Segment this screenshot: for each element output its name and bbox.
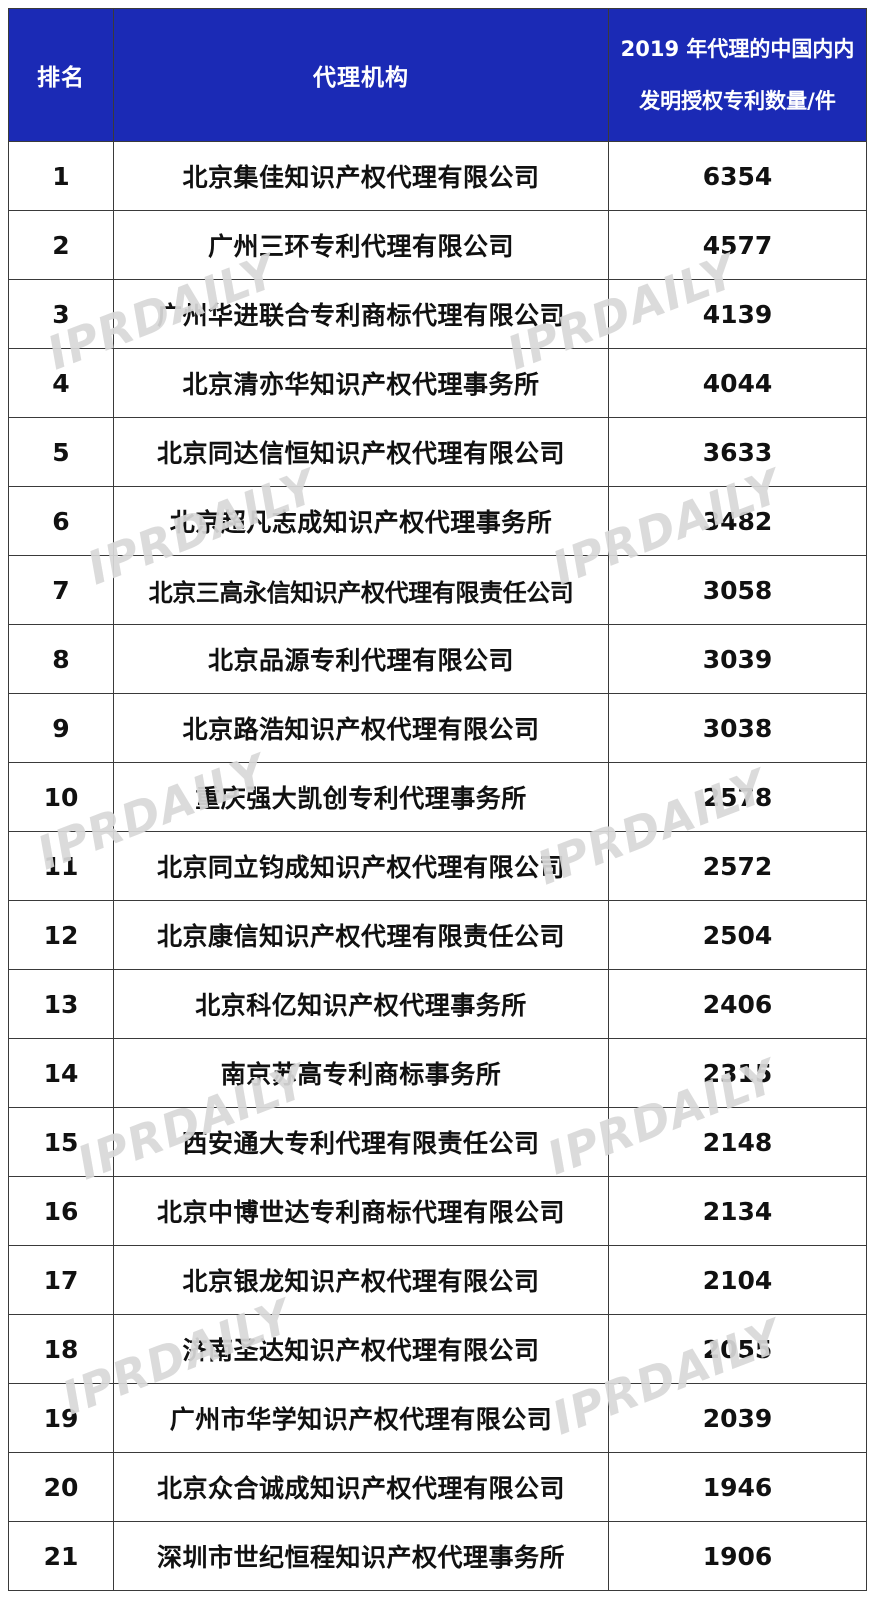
- cell-count: 3039: [608, 624, 867, 694]
- cell-organization: 北京超凡志成知识产权代理事务所: [113, 486, 609, 556]
- cell-count: 2104: [608, 1245, 867, 1315]
- cell-count: 2148: [608, 1107, 867, 1177]
- cell-rank: 14: [8, 1038, 114, 1108]
- cell-organization: 北京中博世达专利商标代理有限公司: [113, 1176, 609, 1246]
- cell-rank: 11: [8, 831, 114, 901]
- ranking-table-container: 排名 代理机构 2019 年代理的中国内内 发明授权专利数量/件 1 北京集佳知识…: [8, 8, 867, 1591]
- cell-organization: 深圳市世纪恒程知识产权代理事务所: [113, 1521, 609, 1591]
- table-row: 7 北京三高永信知识产权代理有限责任公司 3058: [8, 555, 867, 625]
- column-header-rank: 排名: [8, 8, 114, 142]
- table-row: 3 广州华进联合专利商标代理有限公司 4139: [8, 279, 867, 349]
- cell-rank: 16: [8, 1176, 114, 1246]
- table-row: 9 北京路浩知识产权代理有限公司 3038: [8, 693, 867, 763]
- cell-count: 6354: [608, 141, 867, 211]
- table-row: 16 北京中博世达专利商标代理有限公司 2134: [8, 1176, 867, 1246]
- cell-count: 2055: [608, 1314, 867, 1384]
- cell-rank: 3: [8, 279, 114, 349]
- table-header-row: 排名 代理机构 2019 年代理的中国内内 发明授权专利数量/件: [8, 8, 867, 142]
- cell-organization: 北京品源专利代理有限公司: [113, 624, 609, 694]
- cell-count: 3058: [608, 555, 867, 625]
- table-row: 10 重庆强大凯创专利代理事务所 2578: [8, 762, 867, 832]
- table-row: 11 北京同立钧成知识产权代理有限公司 2572: [8, 831, 867, 901]
- cell-rank: 18: [8, 1314, 114, 1384]
- table-row: 5 北京同达信恒知识产权代理有限公司 3633: [8, 417, 867, 487]
- cell-rank: 8: [8, 624, 114, 694]
- cell-count: 2039: [608, 1383, 867, 1453]
- cell-organization: 重庆强大凯创专利代理事务所: [113, 762, 609, 832]
- cell-organization: 北京康信知识产权代理有限责任公司: [113, 900, 609, 970]
- cell-count: 4044: [608, 348, 867, 418]
- table-row: 2 广州三环专利代理有限公司 4577: [8, 210, 867, 280]
- cell-count: 1946: [608, 1452, 867, 1522]
- cell-rank: 10: [8, 762, 114, 832]
- cell-rank: 7: [8, 555, 114, 625]
- cell-organization: 北京同达信恒知识产权代理有限公司: [113, 417, 609, 487]
- column-header-count: 2019 年代理的中国内内 发明授权专利数量/件: [608, 8, 867, 142]
- cell-organization: 北京同立钧成知识产权代理有限公司: [113, 831, 609, 901]
- table-row: 1 北京集佳知识产权代理有限公司 6354: [8, 141, 867, 211]
- cell-organization: 北京清亦华知识产权代理事务所: [113, 348, 609, 418]
- cell-organization: 北京科亿知识产权代理事务所: [113, 969, 609, 1039]
- cell-count: 2578: [608, 762, 867, 832]
- cell-organization: 广州华进联合专利商标代理有限公司: [113, 279, 609, 349]
- cell-rank: 1: [8, 141, 114, 211]
- cell-count: 1906: [608, 1521, 867, 1591]
- cell-rank: 9: [8, 693, 114, 763]
- cell-rank: 21: [8, 1521, 114, 1591]
- cell-organization: 广州市华学知识产权代理有限公司: [113, 1383, 609, 1453]
- cell-organization: 南京苏高专利商标事务所: [113, 1038, 609, 1108]
- cell-rank: 13: [8, 969, 114, 1039]
- table-row: 15 西安通大专利代理有限责任公司 2148: [8, 1107, 867, 1177]
- cell-rank: 15: [8, 1107, 114, 1177]
- cell-organization: 北京集佳知识产权代理有限公司: [113, 141, 609, 211]
- cell-rank: 4: [8, 348, 114, 418]
- table-row: 12 北京康信知识产权代理有限责任公司 2504: [8, 900, 867, 970]
- cell-rank: 19: [8, 1383, 114, 1453]
- cell-rank: 5: [8, 417, 114, 487]
- cell-organization: 北京三高永信知识产权代理有限责任公司: [113, 555, 609, 625]
- table-header: 排名 代理机构 2019 年代理的中国内内 发明授权专利数量/件: [8, 8, 867, 142]
- table-row: 21 深圳市世纪恒程知识产权代理事务所 1906: [8, 1521, 867, 1591]
- cell-count: 2315: [608, 1038, 867, 1108]
- cell-count: 4139: [608, 279, 867, 349]
- cell-rank: 6: [8, 486, 114, 556]
- cell-rank: 20: [8, 1452, 114, 1522]
- cell-rank: 12: [8, 900, 114, 970]
- cell-organization: 广州三环专利代理有限公司: [113, 210, 609, 280]
- cell-count: 2134: [608, 1176, 867, 1246]
- table-row: 13 北京科亿知识产权代理事务所 2406: [8, 969, 867, 1039]
- table-row: 20 北京众合诚成知识产权代理有限公司 1946: [8, 1452, 867, 1522]
- cell-organization: 北京银龙知识产权代理有限公司: [113, 1245, 609, 1315]
- table-row: 8 北京品源专利代理有限公司 3039: [8, 624, 867, 694]
- table-row: 19 广州市华学知识产权代理有限公司 2039: [8, 1383, 867, 1453]
- table-row: 17 北京银龙知识产权代理有限公司 2104: [8, 1245, 867, 1315]
- column-header-count-line1: 2019 年代理的中国内内: [620, 36, 855, 61]
- cell-count: 2504: [608, 900, 867, 970]
- cell-count: 3038: [608, 693, 867, 763]
- cell-rank: 2: [8, 210, 114, 280]
- cell-count: 3482: [608, 486, 867, 556]
- cell-organization: 北京路浩知识产权代理有限公司: [113, 693, 609, 763]
- column-header-organization: 代理机构: [113, 8, 609, 142]
- table-body: 1 北京集佳知识产权代理有限公司 6354 2 广州三环专利代理有限公司 4577 3 广州华…: [8, 141, 867, 1591]
- column-header-count-line2: 发明授权专利数量/件: [639, 89, 836, 113]
- table-row: 4 北京清亦华知识产权代理事务所 4044: [8, 348, 867, 418]
- cell-count: 2406: [608, 969, 867, 1039]
- table-row: 6 北京超凡志成知识产权代理事务所 3482: [8, 486, 867, 556]
- table-row: 14 南京苏高专利商标事务所 2315: [8, 1038, 867, 1108]
- cell-count: 3633: [608, 417, 867, 487]
- ranking-table: 排名 代理机构 2019 年代理的中国内内 发明授权专利数量/件 1 北京集佳知识…: [8, 8, 867, 1591]
- cell-count: 2572: [608, 831, 867, 901]
- cell-count: 4577: [608, 210, 867, 280]
- cell-organization: 西安通大专利代理有限责任公司: [113, 1107, 609, 1177]
- table-row: 18 济南圣达知识产权代理有限公司 2055: [8, 1314, 867, 1384]
- cell-organization: 北京众合诚成知识产权代理有限公司: [113, 1452, 609, 1522]
- cell-organization: 济南圣达知识产权代理有限公司: [113, 1314, 609, 1384]
- cell-rank: 17: [8, 1245, 114, 1315]
